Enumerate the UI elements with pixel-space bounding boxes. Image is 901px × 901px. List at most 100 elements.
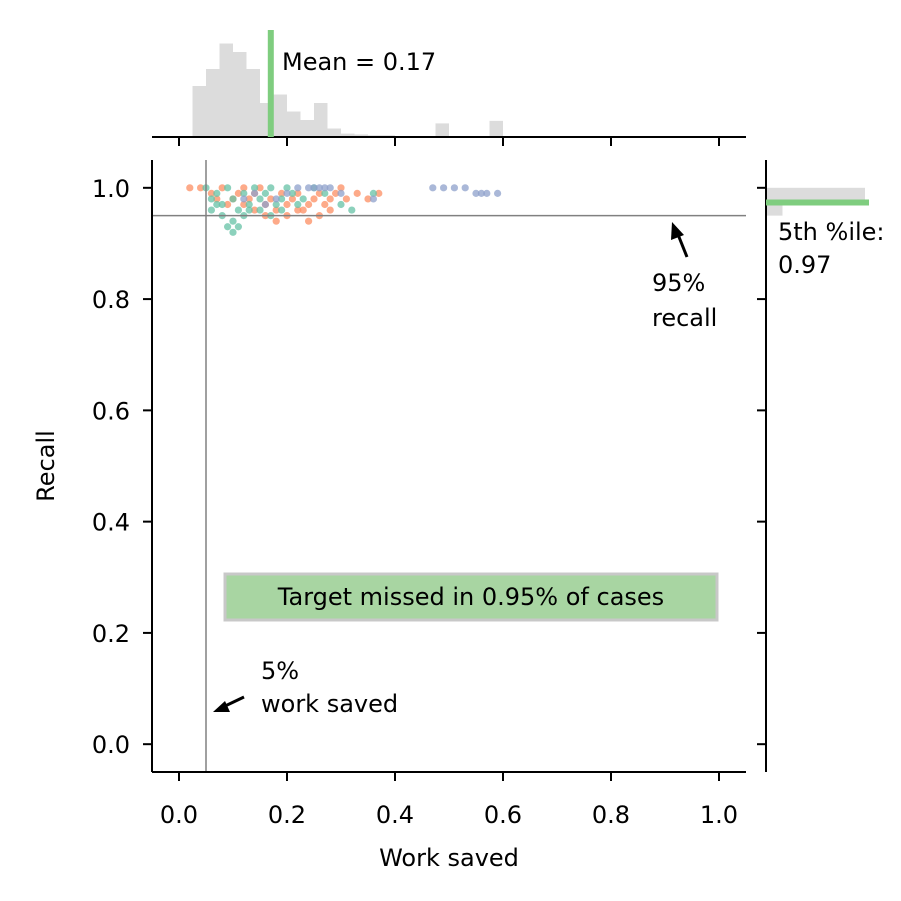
scatter-point (251, 184, 259, 192)
right-histogram-ticks (757, 186, 766, 746)
scatter-point (256, 184, 264, 192)
scatter-point (315, 189, 323, 197)
recall-annotation-line2: recall (652, 304, 717, 332)
target-missed-box (223, 572, 719, 622)
scatter-point (310, 184, 318, 192)
recall-annotation-line1: 95% (652, 269, 705, 297)
scatter-point (207, 206, 215, 214)
x-tick-label: 0.0 (160, 801, 198, 829)
scatter-point (477, 189, 485, 197)
scatter-point (321, 184, 329, 192)
scatter-point (218, 200, 226, 209)
top-histogram-bar (314, 103, 328, 137)
scatter-point (245, 206, 253, 214)
scatter-point (224, 223, 232, 231)
x-axis-label: Work saved (379, 844, 519, 872)
scatter-point (294, 206, 302, 214)
y-tick-label: 0.6 (92, 397, 130, 425)
scatter-point (278, 195, 286, 203)
scatter-point (213, 200, 221, 209)
scatter-point (245, 200, 253, 209)
scatter-point (321, 189, 329, 197)
scatter-point (326, 195, 334, 203)
scatter-point (234, 223, 242, 231)
x-tick-label: 0.8 (592, 801, 630, 829)
scatter-point (310, 195, 318, 203)
top-histogram-bar (233, 52, 247, 137)
top-histogram-bar (287, 111, 301, 137)
scatter-point (294, 200, 302, 209)
percentile-annotation-line1: 5th %ile: (778, 218, 885, 246)
scatter-point (305, 217, 313, 225)
percentile-annotation-line2: 0.97 (778, 251, 831, 279)
y-tick-label: 0.0 (92, 731, 130, 759)
scatter-point (256, 195, 264, 203)
scatter-point (299, 195, 307, 203)
work-saved-annotation-line1: 5% (261, 657, 299, 685)
scatter-point (272, 200, 280, 209)
scatter-point (278, 206, 286, 214)
top-histogram-bar (246, 69, 260, 137)
scatter-point (240, 189, 248, 197)
scatter-point (272, 206, 280, 214)
y-tick-label: 0.8 (92, 286, 130, 314)
work-saved-annotation-line2: work saved (261, 690, 398, 718)
top-histogram-bar (489, 120, 503, 137)
y-axis-label: Recall (32, 430, 60, 502)
y-axis-ticks: 0.0 0.2 0.4 0.6 0.8 1.0 (92, 175, 152, 759)
work-saved-arrow-head (213, 701, 230, 712)
scatter-point (272, 217, 280, 225)
scatter-point (494, 189, 502, 197)
scatter-point (299, 206, 307, 214)
scatter-point (472, 189, 480, 197)
top-histogram-bar (219, 43, 233, 137)
x-tick-label: 0.4 (376, 801, 414, 829)
scatter-point (305, 184, 313, 192)
scatter-point (353, 189, 361, 197)
scatter-point (483, 189, 491, 197)
scatter-point (321, 200, 329, 209)
scatter-point (197, 184, 205, 192)
scatter-point (461, 184, 469, 192)
y-tick-label: 0.2 (92, 620, 130, 648)
top-histogram-bar (273, 94, 287, 137)
scatter-point (294, 184, 302, 192)
scatter-point (229, 195, 237, 203)
scatter-point (369, 189, 377, 197)
scatter-point (440, 184, 448, 192)
scatter-point (283, 184, 291, 192)
scatter-point (256, 206, 264, 214)
scatter-point (348, 206, 356, 214)
scatter-point (337, 184, 345, 192)
scatter-point (213, 189, 221, 197)
scatter-point (375, 189, 383, 197)
top-histogram (192, 43, 503, 137)
y-tick-label: 1.0 (92, 175, 130, 203)
x-tick-label: 0.2 (268, 801, 306, 829)
top-histogram-bar (341, 133, 355, 137)
scatter-point (283, 200, 291, 209)
scatter-point (261, 189, 269, 197)
scatter-point (186, 184, 194, 192)
scatter-point (240, 200, 248, 209)
scatter-point (288, 195, 296, 203)
scatter-point (305, 200, 313, 209)
scatter-point (213, 195, 221, 203)
top-histogram-bar (192, 86, 206, 137)
scatter-point (251, 206, 259, 214)
scatter-point (326, 184, 334, 192)
scatter-point (342, 195, 350, 203)
scatter-point (267, 195, 275, 203)
scatter-point (224, 184, 232, 192)
scatter-point (218, 184, 226, 192)
scatter-point (234, 189, 242, 197)
top-histogram-bar (206, 69, 220, 137)
scatter-point (261, 200, 269, 209)
right-histogram-bar (766, 187, 865, 202)
scatter-point (207, 195, 215, 203)
top-histogram-bar (354, 134, 368, 137)
mean-annotation: Mean = 0.17 (282, 48, 436, 76)
top-histogram-bar (435, 123, 449, 137)
scatter-point (450, 184, 458, 192)
